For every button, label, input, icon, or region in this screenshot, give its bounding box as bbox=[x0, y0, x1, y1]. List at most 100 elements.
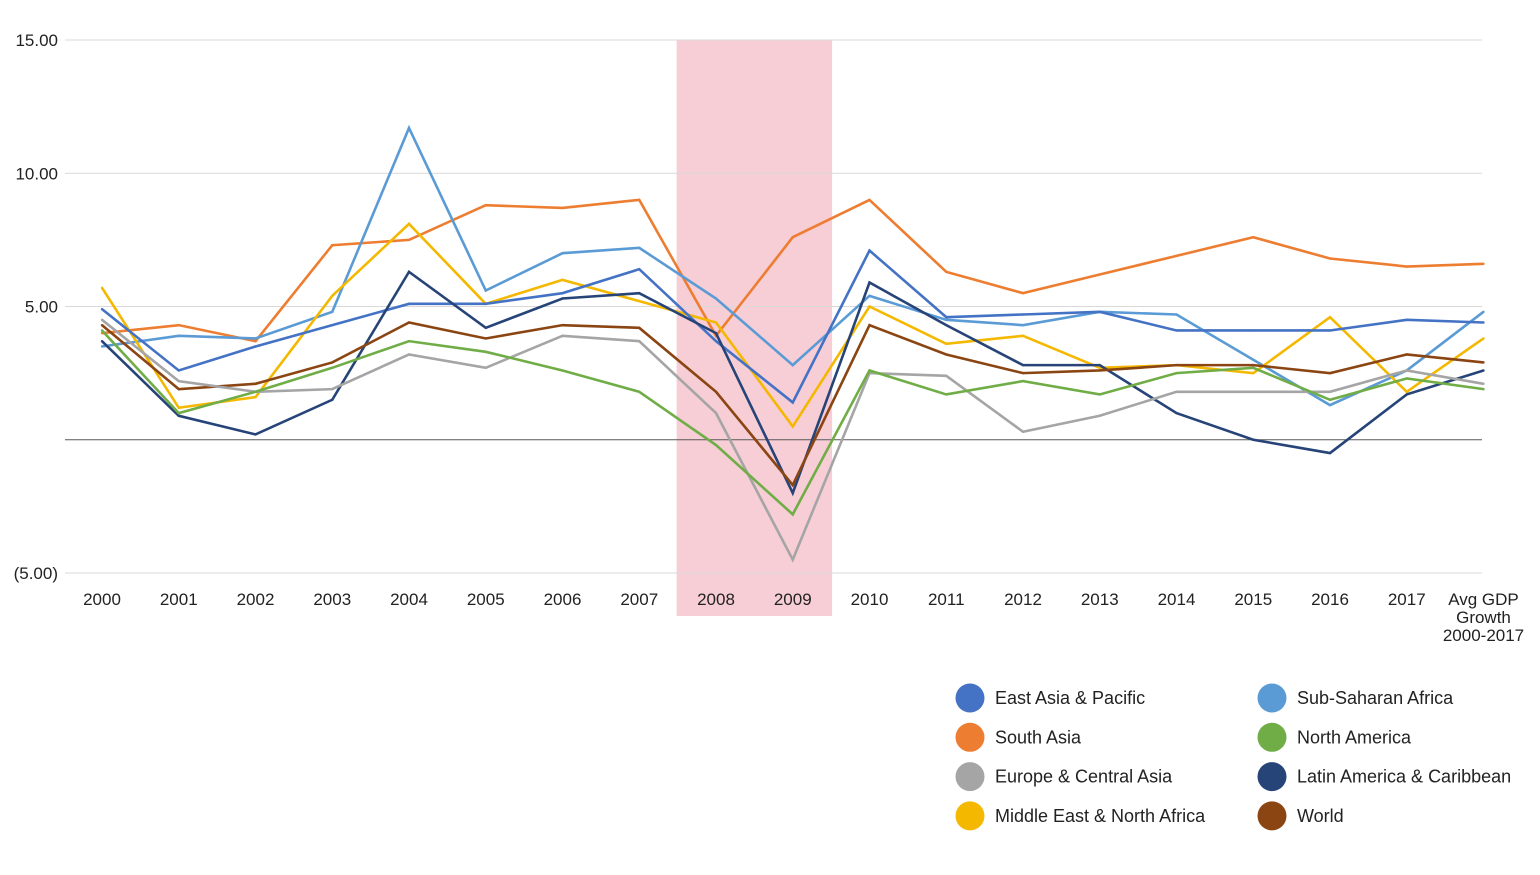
data-point bbox=[561, 278, 564, 282]
data-point bbox=[868, 305, 871, 308]
data-point bbox=[638, 299, 641, 303]
data-point bbox=[100, 286, 104, 290]
data-point bbox=[407, 353, 411, 356]
data-point bbox=[331, 398, 334, 401]
data-point bbox=[484, 204, 487, 207]
data-point bbox=[561, 297, 564, 300]
data-point bbox=[1098, 369, 1101, 372]
x-tick-label: 2005 bbox=[467, 590, 505, 609]
data-point bbox=[1098, 414, 1101, 417]
legend-label: North America bbox=[1297, 727, 1412, 747]
data-point bbox=[714, 411, 718, 415]
data-point bbox=[1482, 262, 1485, 266]
x-tick-label: 2013 bbox=[1081, 590, 1119, 609]
data-point bbox=[177, 323, 180, 327]
legend-label: Europe & Central Asia bbox=[995, 767, 1173, 787]
data-point bbox=[254, 345, 257, 348]
data-point bbox=[484, 337, 487, 340]
x-tick-label: 2001 bbox=[160, 590, 198, 609]
data-point bbox=[791, 425, 794, 428]
data-point bbox=[1328, 398, 1332, 401]
data-point bbox=[561, 369, 564, 372]
data-point bbox=[714, 390, 718, 393]
data-point bbox=[100, 318, 104, 322]
x-tick-label: 2000 bbox=[83, 590, 121, 609]
data-point bbox=[1098, 366, 1101, 369]
data-point bbox=[1021, 363, 1025, 367]
data-point bbox=[254, 339, 257, 343]
data-point bbox=[945, 318, 948, 322]
data-point bbox=[868, 369, 871, 372]
data-point bbox=[331, 310, 334, 314]
data-point bbox=[331, 323, 334, 327]
x-tick-label: 2004 bbox=[390, 590, 428, 609]
legend: East Asia & Pacific Sub-Saharan Africa Sou… bbox=[955, 683, 1511, 831]
data-point bbox=[1328, 371, 1332, 375]
data-point bbox=[1252, 363, 1255, 367]
legend-label: South Asia bbox=[995, 727, 1082, 747]
data-point bbox=[868, 198, 871, 202]
legend-swatch bbox=[955, 683, 985, 713]
x-tick-label: 2003 bbox=[313, 590, 351, 609]
x-tick-label: 2014 bbox=[1158, 590, 1196, 609]
legend-label: World bbox=[1297, 806, 1344, 826]
legend-swatch bbox=[955, 722, 985, 752]
data-point bbox=[407, 321, 411, 324]
x-tick-label: 2017 bbox=[1388, 590, 1426, 609]
data-point bbox=[1252, 329, 1255, 332]
y-tick-label: 15.00 bbox=[15, 31, 58, 50]
data-point bbox=[1021, 291, 1025, 295]
data-point bbox=[484, 366, 487, 369]
data-point bbox=[1175, 313, 1178, 316]
recession-highlight-layer bbox=[676, 40, 833, 616]
data-point bbox=[1405, 353, 1408, 356]
legend-label: East Asia & Pacific bbox=[995, 688, 1145, 708]
data-point bbox=[100, 323, 104, 327]
data-point bbox=[1328, 257, 1332, 260]
data-point bbox=[1328, 390, 1332, 393]
data-point bbox=[331, 387, 334, 391]
x-tick-label: 2002 bbox=[237, 590, 275, 609]
data-point bbox=[1252, 438, 1255, 441]
data-point bbox=[1175, 254, 1178, 258]
data-point bbox=[561, 334, 564, 338]
data-point bbox=[1252, 236, 1255, 239]
data-point bbox=[791, 401, 794, 404]
data-point bbox=[1098, 393, 1101, 396]
data-point bbox=[331, 366, 334, 369]
data-point bbox=[1405, 390, 1408, 393]
legend-swatch bbox=[1257, 801, 1287, 831]
data-point bbox=[484, 302, 487, 306]
x-axis-ticks: 2000 2001 2002 2003 2004 2005 2006 2007 2008 2009… bbox=[83, 590, 1524, 645]
x-tick-label: 2007 bbox=[620, 590, 658, 609]
data-point bbox=[331, 294, 334, 298]
data-point bbox=[561, 291, 564, 295]
data-point bbox=[254, 382, 257, 385]
data-point bbox=[1021, 379, 1025, 383]
data-point bbox=[1405, 369, 1408, 372]
x-tick-label: 2015 bbox=[1234, 590, 1272, 609]
data-point bbox=[407, 126, 411, 130]
data-point bbox=[1175, 329, 1178, 332]
data-point bbox=[1328, 315, 1332, 319]
data-point bbox=[100, 329, 104, 332]
data-point bbox=[945, 393, 948, 396]
data-point bbox=[1328, 403, 1332, 407]
data-point bbox=[791, 236, 794, 239]
data-point bbox=[791, 491, 794, 495]
y-axis-ticks: 15.00 10.00 5.00 (5.00) bbox=[14, 31, 58, 583]
data-point bbox=[254, 433, 257, 436]
data-point bbox=[407, 302, 411, 306]
data-point bbox=[714, 297, 718, 300]
data-point bbox=[1021, 371, 1025, 375]
data-point bbox=[1405, 393, 1408, 396]
data-point bbox=[868, 249, 871, 252]
data-point bbox=[868, 323, 871, 327]
data-point bbox=[791, 363, 794, 367]
data-point bbox=[1098, 273, 1101, 276]
data-point bbox=[1175, 390, 1178, 393]
data-point bbox=[791, 513, 794, 516]
data-point bbox=[1021, 334, 1025, 338]
x-tick-label: 2011 bbox=[928, 590, 965, 609]
